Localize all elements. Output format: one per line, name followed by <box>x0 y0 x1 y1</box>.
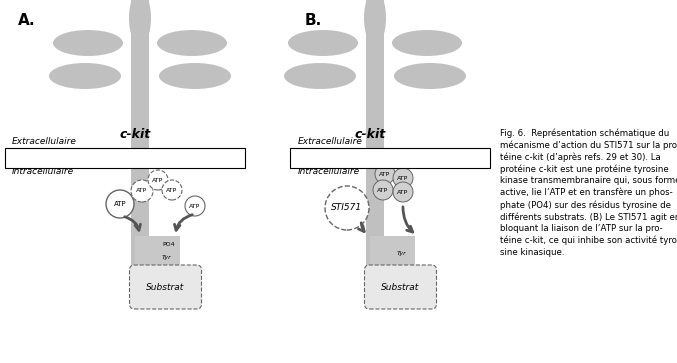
Text: ATP: ATP <box>167 188 177 192</box>
Circle shape <box>106 190 134 218</box>
Circle shape <box>148 170 168 190</box>
Ellipse shape <box>392 30 462 56</box>
Circle shape <box>185 196 205 216</box>
Ellipse shape <box>394 63 466 89</box>
Ellipse shape <box>157 30 227 56</box>
Circle shape <box>393 168 413 188</box>
Ellipse shape <box>49 63 121 89</box>
FancyBboxPatch shape <box>129 265 202 309</box>
Circle shape <box>162 180 182 200</box>
Circle shape <box>393 182 413 202</box>
Text: ATP: ATP <box>136 188 148 193</box>
Text: Tyr: Tyr <box>397 252 407 257</box>
Bar <box>366 0 384 148</box>
Text: ATP: ATP <box>377 188 389 192</box>
Text: Intracellulaire: Intracellulaire <box>298 167 360 175</box>
Text: Extracellulaire: Extracellulaire <box>298 136 363 146</box>
Text: ATP: ATP <box>397 189 409 195</box>
Ellipse shape <box>284 63 356 89</box>
Text: STI571: STI571 <box>332 204 363 212</box>
Bar <box>131 0 149 148</box>
Text: Tyr: Tyr <box>162 255 172 260</box>
Text: Extracellulaire: Extracellulaire <box>12 136 77 146</box>
Text: Intracellulaire: Intracellulaire <box>12 167 74 175</box>
Text: PO4: PO4 <box>162 242 175 247</box>
Text: c-kit: c-kit <box>119 129 150 142</box>
Text: Substrat: Substrat <box>146 282 185 291</box>
Bar <box>135 236 180 266</box>
Circle shape <box>375 164 395 184</box>
Circle shape <box>131 180 153 202</box>
Text: B.: B. <box>305 13 322 28</box>
Text: Fig. 6.  Représentation schématique du
mécanisme d’action du STI571 sur la pro-
: Fig. 6. Représentation schématique du mé… <box>500 128 677 257</box>
Text: ATP: ATP <box>397 175 409 180</box>
Circle shape <box>325 186 369 230</box>
Text: c-kit: c-kit <box>354 129 386 142</box>
Text: ATP: ATP <box>152 178 164 183</box>
Text: Substrat: Substrat <box>381 282 420 291</box>
Ellipse shape <box>288 30 358 56</box>
Text: ATP: ATP <box>190 204 200 208</box>
Bar <box>366 168 384 291</box>
Bar <box>370 236 415 266</box>
Text: Membrane
cellulaire: Membrane cellulaire <box>295 148 343 168</box>
Text: ATP: ATP <box>114 201 127 207</box>
Bar <box>5 148 245 168</box>
Bar <box>290 148 490 168</box>
Ellipse shape <box>129 0 151 45</box>
Text: A.: A. <box>18 13 36 28</box>
FancyBboxPatch shape <box>364 265 437 309</box>
Bar <box>131 168 149 291</box>
Ellipse shape <box>159 63 231 89</box>
Text: Membrane
cellulaire: Membrane cellulaire <box>10 148 58 168</box>
Ellipse shape <box>53 30 123 56</box>
Circle shape <box>373 180 393 200</box>
Ellipse shape <box>364 0 386 45</box>
Text: ATP: ATP <box>379 171 391 176</box>
